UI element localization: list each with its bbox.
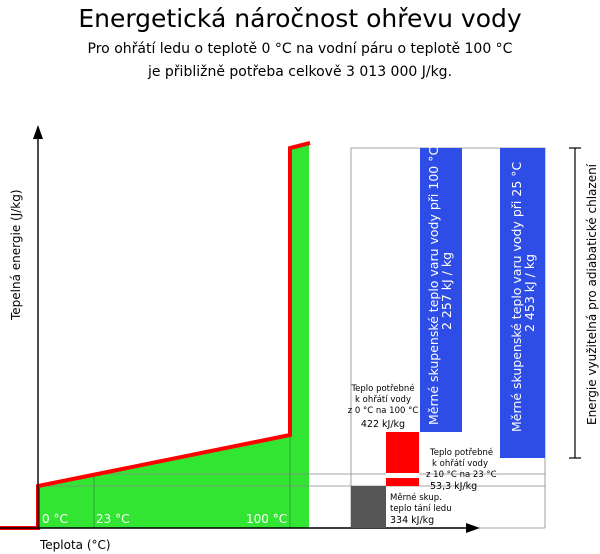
- x-tick-0: 0 °C: [42, 512, 68, 526]
- heating-0-100-text-1: Teplo potřebné: [350, 383, 414, 394]
- vaporization-25-box: [500, 148, 545, 458]
- heating-0-100-text-2: k ohřátí vody: [355, 395, 411, 405]
- page-title: Energetická náročnost ohřevu vody: [78, 4, 522, 33]
- y-axis-arrow: [33, 125, 43, 139]
- energy-area: [38, 143, 309, 528]
- heating-0-100-value: 422 kJ/kg: [361, 419, 405, 430]
- x-tick-23: 23 °C: [96, 512, 129, 526]
- heating-0-100-text-3: z 0 °C na 100 °C: [348, 406, 419, 416]
- x-tick-100: 100 °C: [246, 512, 287, 526]
- heating-10-23-stripe: [386, 473, 419, 478]
- vaporization-100-label: Měrné skupenské teplo varu vody při 100 …: [426, 147, 441, 425]
- y-axis-label: Tepelná energie (J/kg): [9, 189, 23, 321]
- melting-box: [351, 486, 386, 528]
- vaporization-100-value: 2 257 kJ / kg: [439, 252, 454, 330]
- vaporization-25-label: Měrné skupenské teplo varu vody při 25 °…: [509, 162, 524, 432]
- heating-10-23-text-3: z 10 °C na 23 °C: [426, 470, 497, 480]
- melting-value: 334 kJ/kg: [390, 515, 434, 526]
- heating-10-23-text-1: Teplo potřebné: [429, 447, 493, 458]
- heating-10-23-value: 53,3 kJ/kg: [430, 481, 477, 492]
- melting-text-2: teplo tání ledu: [390, 504, 452, 514]
- vaporization-100-box: [420, 148, 462, 432]
- x-axis-arrow: [466, 523, 480, 533]
- subtitle-line-1: Pro ohřátí ledu o teplotě 0 °C na vodní …: [88, 41, 513, 57]
- right-axis-label: Energie využitelná pro adiabatické chlaz…: [585, 163, 599, 425]
- melting-text-1: Měrné skup.: [390, 492, 442, 503]
- x-axis-label: Teplota (°C): [39, 538, 111, 552]
- heating-10-23-text-2: k ohřátí vody: [432, 459, 488, 469]
- subtitle-line-2: je přibližně potřeba celkově 3 013 000 J…: [147, 64, 452, 80]
- vaporization-25-value: 2 453 kJ / kg: [522, 254, 537, 332]
